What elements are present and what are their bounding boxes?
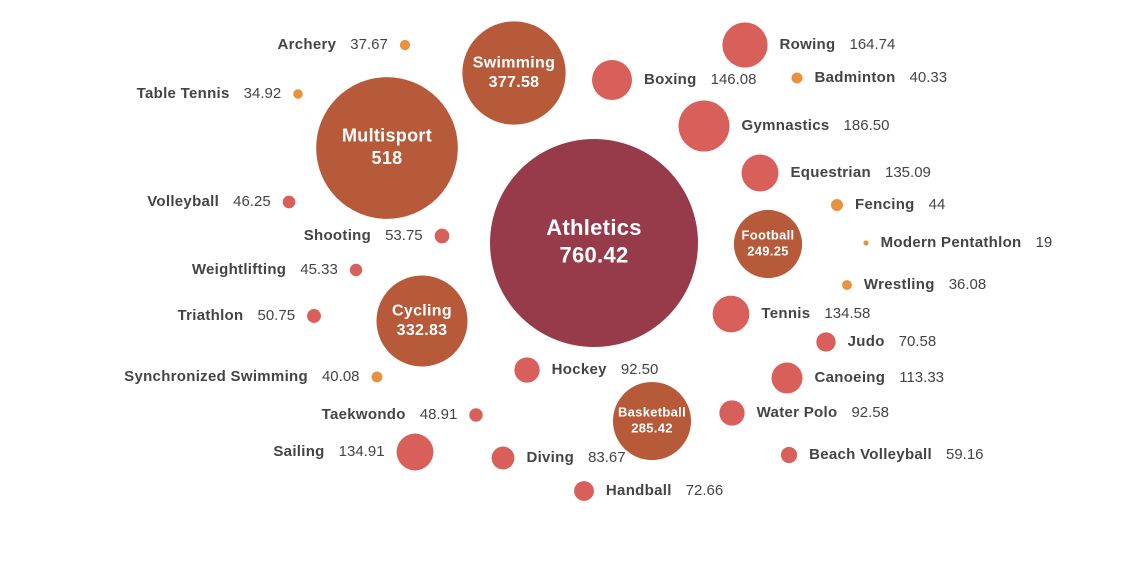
bubble-name: Diving [526,449,574,466]
bubble-value: 44 [929,196,946,213]
bubble-name: Canoeing [814,369,885,386]
bubble [816,332,836,352]
bubble-name: Weightlifting [192,261,286,278]
bubble-value: 45.33 [300,261,338,278]
bubble-name: Judo [848,333,885,350]
bubble [574,481,594,501]
bubble-name: Synchronized Swimming [124,368,308,385]
bubble-value: 134.91 [339,443,385,460]
bubble-name: Cycling [392,302,452,319]
bubble [771,362,803,394]
bubble-name: Handball [606,482,672,499]
bubble-name: Table Tennis [137,85,230,102]
bubble-value: 134.58 [824,305,870,322]
bubble-value: 760.42 [559,242,628,267]
bubble-name: Boxing [644,71,697,88]
bubble-name: Triathlon [177,307,243,324]
bubble [712,295,750,333]
bubble-name: Shooting [304,227,371,244]
bubble [293,89,303,99]
bubble-name: Basketball [618,404,686,419]
bubble-name: Wrestling [864,276,935,293]
bubble [469,408,483,422]
bubble-value: 164.74 [849,36,895,53]
bubble-name: Rowing [780,36,836,53]
bubble-name: Athletics [546,215,642,240]
bubble-value: 48.91 [420,406,458,423]
bubble [316,77,458,219]
bubble-value: 113.33 [899,369,944,386]
bubble-value: 332.83 [397,322,448,339]
bubble [434,228,450,244]
bubble [612,381,692,461]
bubble [722,22,768,68]
bubble [282,195,296,209]
bubble-value: 36.08 [949,276,987,293]
bubble-name: Volleyball [147,193,219,210]
bubble [307,309,321,323]
bubble [678,100,730,152]
bubble-value: 34.92 [244,85,282,102]
bubble [376,275,468,367]
bubble-value: 92.50 [621,361,659,378]
bubble-name: Water Polo [757,404,838,421]
bubble-value: 285.42 [631,420,673,435]
bubble-value: 518 [372,148,403,168]
bubble-name: Swimming [473,54,555,71]
bubble-value: 249.25 [747,243,789,258]
bubble-name: Gymnastics [742,117,830,134]
bubble-name: Taekwondo [322,406,406,423]
bubble [592,60,632,100]
bubble-value: 72.66 [686,482,724,499]
bubble [719,400,745,426]
bubble [842,280,852,290]
bubble-value: 377.58 [489,74,540,91]
bubble [733,209,803,279]
bubble-value: 135.09 [885,164,931,181]
bubble-value: 83.67 [588,449,626,466]
bubble [491,446,515,470]
bubble-value: 46.25 [233,193,271,210]
bubble-value: 40.33 [910,69,948,86]
bubble [462,21,566,125]
bubble-value: 59.16 [946,446,984,463]
bubble [791,72,803,84]
bubble-value: 37.67 [350,36,388,53]
bubble-value: 146.08 [711,71,757,88]
bubble-name: Equestrian [790,164,871,181]
bubble [371,371,383,383]
bubble-name: Tennis [761,305,810,322]
bubble-name: Fencing [855,196,915,213]
bubble-value: 70.58 [899,333,937,350]
bubble-name: Sailing [273,443,324,460]
bubble-value: 40.08 [322,368,360,385]
bubble-name: Beach Volleyball [809,446,932,463]
bubble [830,198,844,212]
bubble [399,39,411,51]
bubble [349,263,363,277]
bubble-name: Badminton [815,69,896,86]
bubble-name: Hockey [552,361,608,378]
bubble-name: Archery [278,36,337,53]
bubble-value: 53.75 [385,227,423,244]
bubble [863,240,869,246]
bubble-value: 186.50 [844,117,890,134]
bubble-value: 92.58 [851,404,889,421]
bubble [514,357,540,383]
bubble-value: 19 [1036,234,1053,251]
bubble [780,446,798,464]
bubble [396,433,434,471]
bubble [741,154,779,192]
bubble-name: Football [742,227,795,242]
bubble-value: 50.75 [258,307,296,324]
bubble-name: Modern Pentathlon [881,234,1022,251]
bubble [490,139,698,347]
bubble-name: Multisport [342,126,432,146]
